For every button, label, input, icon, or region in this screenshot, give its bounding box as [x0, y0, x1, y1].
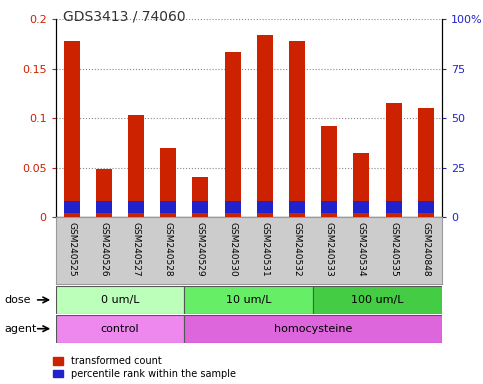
Bar	[313, 286, 442, 314]
Text: GSM240531: GSM240531	[260, 222, 270, 276]
Text: GSM240534: GSM240534	[357, 222, 366, 276]
Text: GSM240535: GSM240535	[389, 222, 398, 276]
Bar	[64, 41, 80, 217]
Bar	[418, 108, 434, 217]
Text: agent: agent	[5, 324, 37, 334]
Bar	[354, 201, 369, 213]
Bar	[385, 201, 402, 213]
Bar	[257, 201, 273, 213]
Bar	[321, 126, 337, 217]
Text: GSM240533: GSM240533	[325, 222, 334, 276]
Bar	[185, 286, 313, 314]
Bar	[225, 52, 241, 217]
Text: dose: dose	[5, 295, 31, 305]
Bar	[354, 153, 369, 217]
Text: GSM240527: GSM240527	[131, 222, 141, 276]
Bar	[321, 201, 337, 213]
Text: GSM240528: GSM240528	[164, 222, 173, 276]
Legend: transformed count, percentile rank within the sample: transformed count, percentile rank withi…	[53, 356, 236, 379]
Text: GSM240526: GSM240526	[99, 222, 108, 276]
Text: 100 um/L: 100 um/L	[351, 295, 404, 305]
Text: 0 um/L: 0 um/L	[100, 295, 139, 305]
Bar	[96, 169, 112, 217]
Bar	[289, 41, 305, 217]
Bar	[96, 201, 112, 213]
Text: control: control	[100, 324, 139, 334]
Text: homocysteine: homocysteine	[274, 324, 352, 334]
Text: 10 um/L: 10 um/L	[226, 295, 271, 305]
Bar	[128, 201, 144, 213]
Bar	[192, 201, 209, 213]
Bar	[64, 201, 80, 213]
Bar	[225, 201, 241, 213]
Bar	[192, 177, 209, 217]
Text: GSM240525: GSM240525	[67, 222, 76, 276]
Text: GSM240848: GSM240848	[421, 222, 430, 276]
Text: GSM240530: GSM240530	[228, 222, 237, 276]
Bar	[257, 35, 273, 217]
Bar	[185, 315, 442, 343]
Bar	[128, 115, 144, 217]
Text: GDS3413 / 74060: GDS3413 / 74060	[63, 10, 185, 23]
Text: GSM240529: GSM240529	[196, 222, 205, 276]
Bar	[418, 201, 434, 213]
Bar	[289, 201, 305, 213]
Bar	[56, 286, 185, 314]
Bar	[385, 103, 402, 217]
Bar	[160, 148, 176, 217]
Bar	[56, 315, 185, 343]
Bar	[160, 201, 176, 213]
Text: GSM240532: GSM240532	[293, 222, 301, 276]
